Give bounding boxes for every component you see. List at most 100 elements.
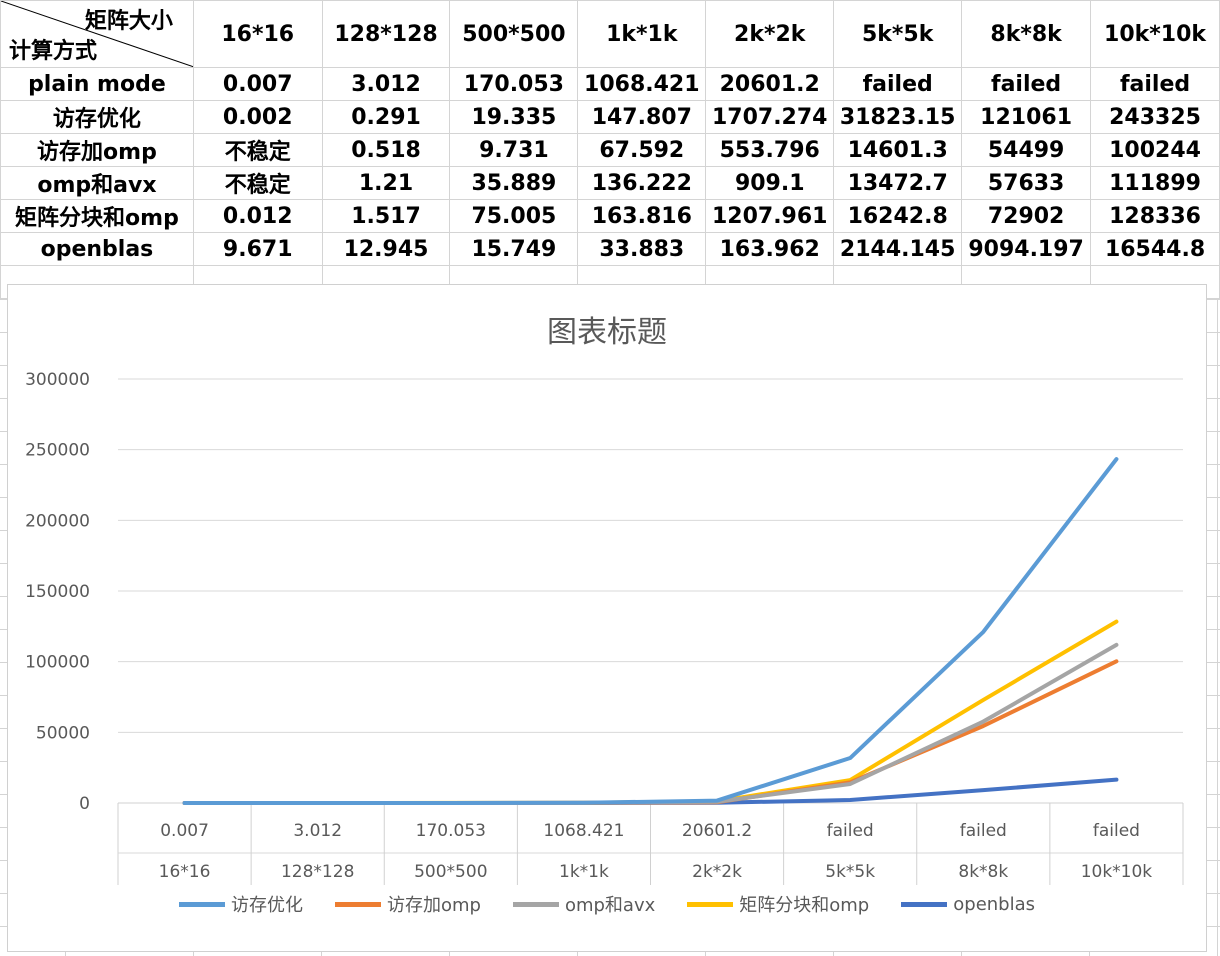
legend-item[interactable]: 访存优化 [178,891,303,917]
column-header[interactable]: 1k*1k [577,0,707,68]
table-cell[interactable]: 31823.15 [833,100,963,134]
legend-label: openblas [953,893,1036,915]
legend-item[interactable]: 访存加omp [334,891,481,917]
x-tick-label-top: 170.053 [416,821,486,841]
column-header[interactable]: 500*500 [449,0,579,68]
table-cell[interactable]: 15.749 [449,232,579,266]
diagonal-divider [1,1,193,67]
table-cell[interactable]: 9.671 [192,232,323,266]
line-chart: 0 50000 100000 150000 200000 250000 300000 0.00… [25,370,1184,885]
series-line[interactable] [182,619,1119,805]
table-cell[interactable]: 1707.274 [705,100,835,134]
chart-legend[interactable]: 访存优化 访存加omp omp和avx 矩阵分块和omp openblas [8,891,1206,917]
column-header[interactable]: 5k*5k [833,0,963,68]
table-cell[interactable]: 20601.2 [705,67,835,101]
table-row: openblas 9.671 12.945 15.749 33.883 163.962 21… [0,232,1220,266]
column-header[interactable]: 2k*2k [705,0,835,68]
x-tick-label-bottom: 16*16 [159,862,211,882]
corner-header-cell[interactable]: 矩阵大小 计算方式 [0,0,194,68]
table-cell[interactable]: 13472.7 [833,166,963,200]
row-label[interactable]: 访存优化 [0,100,194,134]
table-cell[interactable]: 147.807 [577,100,707,134]
legend-item[interactable]: 矩阵分块和omp [687,891,869,917]
x-tick-label-top: failed [960,821,1007,841]
table-cell[interactable]: 2144.145 [833,232,963,266]
table-cell[interactable]: 33.883 [577,232,707,266]
table-cell[interactable]: 121061 [961,100,1092,134]
row-label[interactable]: 访存加omp [0,133,194,167]
series-line[interactable] [182,642,1119,805]
legend-label: 访存优化 [230,895,303,916]
table-cell[interactable]: 1.21 [321,166,451,200]
series-line[interactable] [182,457,1119,805]
x-tick-label-bottom: 2k*2k [692,862,742,882]
table-cell[interactable]: 170.053 [449,67,579,101]
table-cell[interactable]: 163.962 [705,232,835,266]
table-cell[interactable]: 243325 [1090,100,1220,134]
table-cell[interactable]: 54499 [961,133,1092,167]
legend-swatch [687,901,734,907]
x-tick-label-bottom: 10k*10k [1081,862,1153,882]
table-cell[interactable]: 16242.8 [833,199,963,233]
table-cell[interactable]: 3.012 [321,67,451,101]
table-cell[interactable]: 1.517 [321,199,451,233]
legend-label: 矩阵分块和omp [739,895,870,916]
chart-area[interactable]: 图表标题 0 50000 100000 150000 200000 250000 30000… [7,284,1207,952]
legend-swatch [512,901,559,907]
table-cell[interactable]: 0.002 [192,100,323,134]
row-label[interactable]: omp和avx [0,166,194,200]
column-header[interactable]: 8k*8k [961,0,1092,68]
legend-item[interactable]: omp和avx [512,891,656,917]
table-cell[interactable]: 1207.961 [705,199,835,233]
table-cell[interactable]: 909.1 [705,166,835,200]
y-tick-label: 100000 [25,653,90,673]
y-tick-label: 50000 [36,723,90,743]
y-tick-label: 300000 [25,370,90,390]
legend-item[interactable]: openblas [901,891,1035,917]
table-cell[interactable]: 0.012 [192,199,323,233]
table-cell[interactable]: 9094.197 [961,232,1092,266]
column-header[interactable]: 128*128 [321,0,451,68]
corner-header-top: 矩阵大小 [84,9,173,34]
table-cell[interactable]: 不稳定 [192,166,323,200]
table-row: 访存加omp 不稳定 0.518 9.731 67.592 553.796 14601.3 5… [0,133,1220,167]
table-cell[interactable]: 67.592 [577,133,707,167]
legend-label: omp和avx [564,895,656,916]
table-cell[interactable]: 0.518 [321,133,451,167]
chart-title[interactable]: 图表标题 [547,315,667,350]
table-cell[interactable]: 128336 [1090,199,1220,233]
x-tick-label-top: 3.012 [293,821,342,841]
table-cell[interactable]: 0.291 [321,100,451,134]
table-cell[interactable]: 100244 [1090,133,1220,167]
y-tick-label: 200000 [25,511,90,531]
legend-label: 访存加omp [386,895,481,916]
table-cell[interactable]: 19.335 [449,100,579,134]
results-table: 矩阵大小 计算方式 16*16 128*128 500*500 1k*1k 2k*2k 5k*… [0,0,1220,299]
table-cell[interactable]: 136.222 [577,166,707,200]
table-cell[interactable]: 不稳定 [192,133,323,167]
table-cell[interactable]: 72902 [961,199,1092,233]
table-cell[interactable]: failed [961,67,1092,101]
table-cell[interactable]: 9.731 [449,133,579,167]
series-line[interactable] [182,777,1119,805]
table-cell[interactable]: 553.796 [705,133,835,167]
column-header[interactable]: 10k*10k [1090,0,1220,68]
table-cell[interactable]: 14601.3 [833,133,963,167]
table-cell[interactable]: 12.945 [321,232,451,266]
table-cell[interactable]: 35.889 [449,166,579,200]
row-label[interactable]: openblas [0,232,194,266]
table-cell[interactable]: 0.007 [192,67,323,101]
column-header[interactable]: 16*16 [192,0,323,68]
x-tick-label-bottom: 128*128 [281,862,354,882]
table-row: 访存优化 0.002 0.291 19.335 147.807 1707.274 31823… [0,100,1220,134]
table-cell[interactable]: 16544.8 [1090,232,1220,266]
table-cell[interactable]: failed [833,67,963,101]
table-cell[interactable]: 75.005 [449,199,579,233]
row-label[interactable]: plain mode [0,67,194,101]
table-cell[interactable]: 57633 [961,166,1092,200]
table-cell[interactable]: 163.816 [577,199,707,233]
table-cell[interactable]: 111899 [1090,166,1220,200]
row-label[interactable]: 矩阵分块和omp [0,199,194,233]
table-cell[interactable]: 1068.421 [577,67,707,101]
table-cell[interactable]: failed [1090,67,1220,101]
